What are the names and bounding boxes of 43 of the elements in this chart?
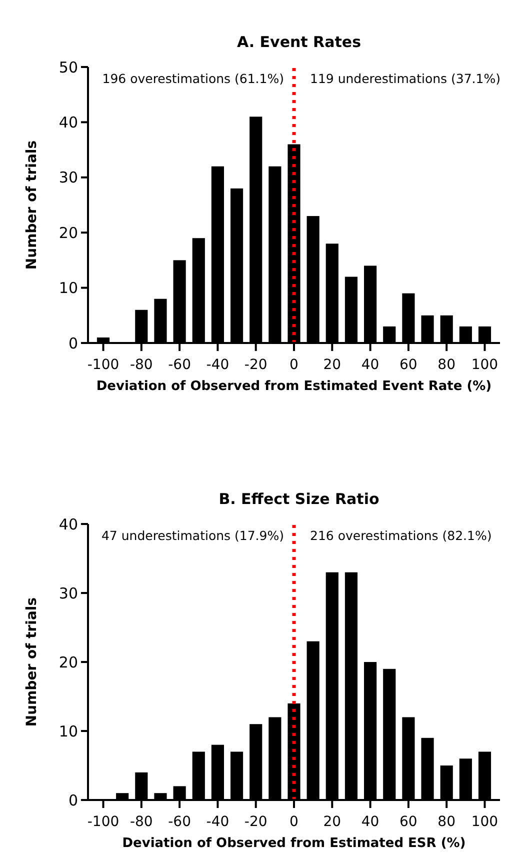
y-tick-label: 10 [58,279,78,298]
y-tick-label: 10 [58,722,78,740]
chart-title: A. Event Rates [236,33,362,51]
x-tick-label: -40 [206,814,230,830]
y-tick-label: 30 [58,584,78,602]
y-axis-title: Number of trials [24,597,40,727]
x-tick-label: 20 [323,814,342,830]
y-tick-label: 20 [58,653,78,672]
x-tick-label: -100 [87,357,120,373]
x-tick-label: 80 [438,357,456,373]
x-tick-label: -100 [87,814,120,830]
x-tick-label: 20 [323,357,342,373]
x-tick-label: 80 [438,814,456,830]
x-tick-label: -20 [244,357,268,373]
x-tick-label: 0 [290,357,298,373]
x-tick-label: 40 [361,357,380,373]
x-tick-label: -60 [168,357,191,373]
x-tick-label: -40 [206,357,230,373]
annotation: 119 underestimations (37.1%) [310,71,500,86]
y-tick-label: 40 [58,113,78,132]
x-tick-label: -80 [130,357,153,373]
x-tick-label: 40 [361,814,380,830]
x-tick-label: 100 [471,357,498,373]
annotation: 196 overestimations (61.1%) [102,71,284,86]
x-axis-title: Deviation of Observed from Estimated Event Rate (%) [96,379,492,394]
y-tick-label: 0 [68,791,78,810]
x-tick-label: 100 [471,814,498,830]
chart-title: B. Effect Size Ratio [218,490,380,508]
x-tick-label: 0 [290,814,298,830]
y-tick-label: 20 [58,224,78,242]
x-tick-label: -60 [168,814,191,830]
y-axis-title: Number of trials [24,140,40,270]
x-tick-label: 60 [400,357,418,373]
y-tick-label: 30 [58,168,78,187]
annotation: 47 underestimations (17.9%) [101,528,284,543]
x-tick-label: 60 [400,814,418,830]
y-tick-label: 50 [58,58,78,76]
y-tick-label: 40 [58,515,78,534]
x-tick-label: -20 [244,814,268,830]
x-tick-label: -80 [130,814,153,830]
y-tick-label: 0 [68,334,78,352]
annotation: 216 overestimations (82.1%) [310,528,492,543]
x-axis-title: Deviation of Observed from Estimated ESR (%) [122,836,466,851]
